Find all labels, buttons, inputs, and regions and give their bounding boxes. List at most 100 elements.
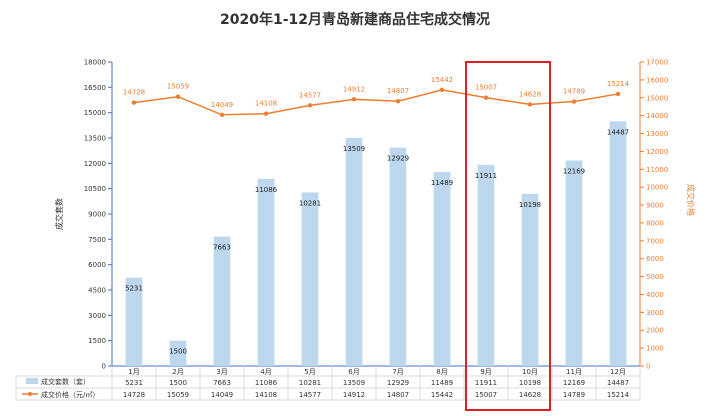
line-point bbox=[351, 97, 357, 102]
table-bar-value: 11911 bbox=[475, 379, 497, 387]
line-series: 14728 15059 14049 14108 14577 14912 14807 15442… bbox=[123, 76, 630, 117]
table-line-value: 15442 bbox=[431, 391, 453, 399]
line-point bbox=[483, 95, 489, 100]
table-line-value: 14728 bbox=[123, 391, 145, 399]
table-bar-value: 14487 bbox=[607, 379, 629, 387]
x-category-label: 7月 bbox=[392, 368, 403, 376]
bar-data-label: 5231 bbox=[125, 285, 143, 293]
y-tick-label: 7500 bbox=[88, 236, 106, 244]
y2-tick-label: 2000 bbox=[646, 327, 664, 335]
highlight-rectangle bbox=[465, 61, 551, 411]
x-category-label: 9月 bbox=[480, 368, 491, 376]
bar-data-label: 14487 bbox=[607, 128, 629, 136]
x-category-label: 4月 bbox=[260, 368, 271, 376]
x-category-label: 12月 bbox=[610, 368, 626, 376]
y-tick-label: 12000 bbox=[84, 160, 106, 168]
data-table: 1月 5231 14728 2月 1500 15059 3月 7663 14049 4月 11086… bbox=[15, 366, 641, 401]
bar-data-label: 10281 bbox=[299, 199, 321, 207]
line-data-label: 15007 bbox=[475, 84, 497, 92]
y2-tick-label: 6000 bbox=[646, 255, 664, 263]
chart-title: 2020年1-12月青岛新建商品住宅成交情况 bbox=[220, 11, 490, 28]
y2-tick-label: 17000 bbox=[646, 59, 668, 67]
y2-tick-label: 10000 bbox=[646, 184, 668, 192]
line-point bbox=[131, 100, 137, 105]
y-tick-label: 0 bbox=[102, 363, 106, 371]
y2-tick-label: 3000 bbox=[646, 309, 664, 317]
line-point bbox=[439, 87, 445, 93]
x-category-label: 3月 bbox=[216, 368, 227, 376]
x-category-label: 6月 bbox=[348, 368, 359, 376]
bar-data-label: 1500 bbox=[169, 348, 187, 356]
table-bar-value: 10281 bbox=[299, 379, 321, 387]
line-data-label: 14789 bbox=[563, 88, 585, 96]
y-tick-label: 4500 bbox=[88, 287, 106, 295]
y-tick-label: 15000 bbox=[84, 109, 106, 117]
bar-data-label: 11911 bbox=[475, 172, 497, 180]
table-line-value: 14789 bbox=[563, 391, 585, 399]
bar bbox=[389, 147, 407, 366]
line-data-label: 15214 bbox=[607, 80, 630, 88]
bar-data-label: 11086 bbox=[255, 186, 278, 194]
line-data-label: 14912 bbox=[343, 85, 365, 93]
y-tick-label: 3000 bbox=[88, 312, 106, 320]
table-bar-value: 12169 bbox=[563, 379, 585, 387]
y2-tick-label: 13000 bbox=[646, 130, 668, 138]
table-bar-value: 13509 bbox=[343, 379, 365, 387]
y2-tick-label: 15000 bbox=[646, 94, 668, 102]
bar bbox=[169, 340, 187, 366]
table-bar-value: 7663 bbox=[213, 379, 231, 387]
bar bbox=[477, 164, 495, 366]
legend-line-marker bbox=[28, 392, 32, 396]
table-bar-value: 12929 bbox=[387, 379, 409, 387]
x-category-label: 5月 bbox=[304, 368, 315, 376]
y-tick-label: 6000 bbox=[88, 261, 106, 269]
y2-tick-label: 12000 bbox=[646, 148, 668, 156]
y-tick-label: 9000 bbox=[88, 211, 106, 219]
bar bbox=[565, 160, 583, 366]
x-category-label: 10月 bbox=[522, 368, 538, 376]
line-point bbox=[527, 102, 533, 107]
table-line-value: 14912 bbox=[343, 391, 365, 399]
bar bbox=[609, 121, 627, 367]
x-category-label: 11月 bbox=[566, 368, 582, 376]
table-line-value: 15059 bbox=[167, 391, 189, 399]
y2-tick-label: 1000 bbox=[646, 345, 664, 353]
line-data-label: 15442 bbox=[431, 76, 453, 84]
bar-series: 5231 1500 7663 11086 10281 13509 12929 11489 119… bbox=[125, 121, 629, 367]
y2-tick-label: 9000 bbox=[646, 202, 664, 210]
line-data-label: 14577 bbox=[299, 91, 321, 99]
bar-data-label: 13509 bbox=[343, 145, 365, 153]
bar bbox=[257, 178, 275, 366]
table-bar-value: 1500 bbox=[169, 379, 187, 387]
bar-data-label: 10198 bbox=[519, 201, 541, 209]
y2-tick-label: 14000 bbox=[646, 112, 668, 120]
y-tick-label: 10500 bbox=[84, 185, 106, 193]
line-data-label: 14628 bbox=[519, 90, 541, 98]
table-line-value: 14807 bbox=[387, 391, 409, 399]
legend-bar-label: 成交套数（套） bbox=[41, 377, 90, 386]
highlight-box bbox=[465, 61, 551, 411]
bar bbox=[125, 277, 143, 366]
legend-bar-swatch bbox=[26, 378, 38, 384]
bar bbox=[433, 171, 451, 366]
table-line-value: 14108 bbox=[255, 391, 277, 399]
y2-tick-label: 7000 bbox=[646, 237, 664, 245]
y2-axis-title: 成交价格 bbox=[686, 184, 696, 216]
bar-data-label: 7663 bbox=[213, 244, 231, 252]
line-point bbox=[175, 94, 181, 99]
bar bbox=[301, 192, 319, 366]
y-axis-title: 成交套数 bbox=[54, 198, 64, 230]
y2-tick-label: 8000 bbox=[646, 219, 664, 227]
bar-data-label: 11489 bbox=[431, 179, 453, 187]
bar bbox=[345, 137, 363, 366]
x-category-label: 8月 bbox=[436, 368, 447, 376]
line-data-label: 14049 bbox=[211, 101, 233, 109]
x-category-label: 1月 bbox=[128, 368, 139, 376]
y-tick-label: 16500 bbox=[84, 84, 106, 92]
line-point bbox=[395, 99, 401, 104]
table-line-value: 14628 bbox=[519, 391, 541, 399]
y2-tick-label: 4000 bbox=[646, 291, 664, 299]
table-bar-value: 5231 bbox=[125, 379, 143, 387]
